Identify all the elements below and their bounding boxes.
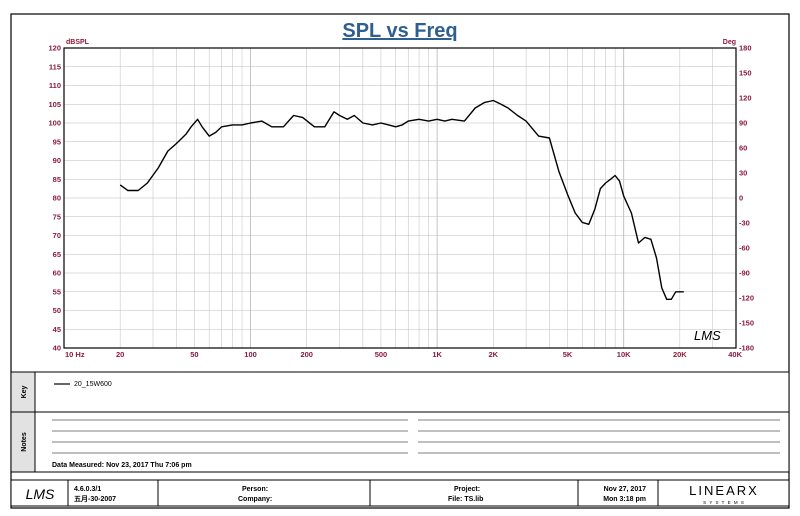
y-right-tick-label: 60 <box>739 144 747 153</box>
plot-area <box>63 47 737 349</box>
y-right-tick-label: 0 <box>739 194 743 203</box>
footer-date: Nov 27, 2017 <box>604 486 647 493</box>
y-left-tick-label: 55 <box>53 287 61 296</box>
notes-side-tab <box>10 411 36 473</box>
y-right-tick-label: 150 <box>739 69 752 78</box>
y-right-tick-label: 120 <box>739 94 752 103</box>
y-left-ticks: 120 115 110 105 100 95 90 85 80 75 70 65 60 55 50 45 40 <box>48 44 61 353</box>
footer: LMS 4.6.0.3/1 五月-30-2007 Person: Company… <box>10 479 790 507</box>
key-side-tab <box>10 371 36 413</box>
x-tick-label: 200 <box>300 350 313 359</box>
plot-watermark: LMS <box>694 328 721 343</box>
y-right-tick-label: -180 <box>739 344 754 353</box>
x-tick-label: 20K <box>673 350 687 359</box>
x-tick-label: 10 Hz <box>65 350 85 359</box>
x-tick-label: 10K <box>617 350 631 359</box>
y-left-tick-label: 85 <box>53 175 61 184</box>
footer-version: 4.6.0.3/1 <box>74 486 101 493</box>
footer-person-label: Person: <box>242 486 268 493</box>
y-left-tick-label: 75 <box>53 212 61 221</box>
footer-project-label: Project: <box>454 486 480 493</box>
y-left-tick-label: 95 <box>53 137 61 146</box>
key-side-label: Key <box>21 385 28 398</box>
x-tick-label: 20 <box>116 350 124 359</box>
notes-panel: Notes Data Measured: Nov 23, 2017 Thu 7:… <box>10 411 790 473</box>
y-right-ticks: 180 150 120 90 60 30 0 -30 -60 -90 -120 -150 -180 <box>739 44 754 353</box>
x-tick-label: 40K <box>728 350 742 359</box>
x-tick-label: 1K <box>432 350 442 359</box>
y-left-tick-label: 120 <box>48 44 61 53</box>
y-right-tick-label: -90 <box>739 269 750 278</box>
y-left-tick-label: 100 <box>48 119 61 128</box>
y-left-tick-label: 105 <box>48 100 61 109</box>
series-line <box>119 99 684 300</box>
x-tick-label: 50 <box>190 350 198 359</box>
x-tick-label: 500 <box>375 350 388 359</box>
y-right-tick-label: -120 <box>739 294 754 303</box>
y-left-tick-label: 45 <box>53 325 61 334</box>
key-box <box>10 371 790 413</box>
y-left-tick-label: 65 <box>53 250 61 259</box>
y-left-tick-label: 60 <box>53 269 61 278</box>
footer-lms-logo: LMS <box>26 486 55 502</box>
y-right-tick-label: 30 <box>739 169 747 178</box>
series-layer <box>119 99 684 300</box>
plot-border <box>63 47 737 349</box>
legend-entry-label: 20_15W600 <box>74 381 112 388</box>
y-left-tick-label: 50 <box>53 306 61 315</box>
y-right-unit: Deg <box>723 39 736 46</box>
y-right-tick-label: -30 <box>739 219 750 228</box>
y-left-tick-label: 70 <box>53 231 61 240</box>
y-right-tick-label: -150 <box>739 319 754 328</box>
grid-major <box>64 47 736 349</box>
x-tick-label: 2K <box>488 350 498 359</box>
footer-box <box>10 479 790 507</box>
notes-data-measured: Data Measured: Nov 23, 2017 Thu 7:06 pm <box>52 462 192 469</box>
footer-version-date: 五月-30-2007 <box>74 495 116 503</box>
y-left-tick-label: 40 <box>53 344 61 353</box>
y-right-tick-label: -60 <box>739 244 750 253</box>
footer-time: Mon 3:18 pm <box>603 496 646 503</box>
y-left-unit: dBSPL <box>66 39 90 46</box>
x-ticks: 10 Hz 20 50 100 200 500 1K 2K 5K 10K 20K 40K <box>65 350 743 359</box>
y-right-tick-label: 180 <box>739 44 752 53</box>
notes-lines <box>52 419 780 454</box>
x-tick-label: 100 <box>244 350 257 359</box>
y-left-tick-label: 90 <box>53 156 61 165</box>
key-panel: Key 20_15W600 <box>10 371 790 413</box>
x-tick-label: 5K <box>563 350 573 359</box>
footer-company-label: Company: <box>238 496 272 503</box>
footer-brand-logo: LINEARX <box>689 483 759 498</box>
footer-brand-sub: S Y S T E M S <box>703 500 745 505</box>
notes-side-label: Notes <box>21 432 28 452</box>
chart-title: SPL vs Freq <box>342 20 457 42</box>
y-left-tick-label: 115 <box>49 62 61 71</box>
y-right-tick-label: 90 <box>739 119 747 128</box>
y-left-tick-label: 80 <box>53 194 61 203</box>
y-left-tick-label: 110 <box>49 81 61 90</box>
footer-file-label: File: TS.lib <box>448 496 483 503</box>
